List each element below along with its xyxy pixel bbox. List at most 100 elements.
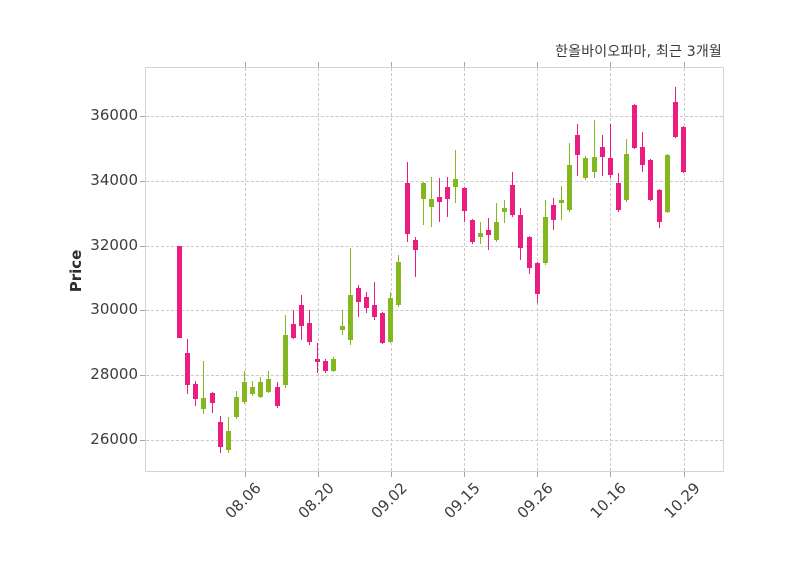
candle-body-up bbox=[624, 154, 630, 201]
candle-body-down bbox=[672, 102, 678, 137]
candle-body-up bbox=[347, 295, 353, 341]
candle-body-up bbox=[453, 178, 459, 188]
candle-body-up bbox=[233, 397, 239, 418]
candle-body-up bbox=[396, 262, 402, 306]
candle-wick-up bbox=[422, 181, 424, 226]
x-tick-label: 09.15 bbox=[440, 479, 484, 523]
candle-body-up bbox=[502, 208, 508, 213]
candle-body-down bbox=[632, 104, 638, 148]
y-tickmark bbox=[140, 115, 145, 117]
candle-body-down bbox=[217, 422, 223, 448]
candle-body-down bbox=[469, 219, 475, 243]
x-tickmark-bottom bbox=[317, 472, 319, 477]
x-tick-label: 09.26 bbox=[513, 479, 557, 523]
candle-body-down bbox=[526, 237, 532, 268]
x-gridline bbox=[244, 68, 246, 471]
candle-body-up bbox=[477, 232, 483, 238]
x-tick-label: 10.29 bbox=[660, 479, 704, 523]
x-gridline bbox=[610, 68, 612, 471]
candle-wick-up bbox=[455, 149, 457, 204]
y-gridline bbox=[146, 375, 723, 377]
candle-body-up bbox=[201, 397, 207, 409]
y-gridline bbox=[146, 180, 723, 182]
candle-body-down bbox=[307, 323, 313, 343]
candle-body-down bbox=[437, 196, 443, 202]
candle-body-down bbox=[648, 160, 654, 201]
y-axis-label: Price bbox=[67, 249, 85, 293]
candle-body-down bbox=[445, 187, 451, 199]
candle-wick-up bbox=[203, 360, 205, 414]
candle-wick-down bbox=[374, 282, 376, 321]
x-tickmark-top bbox=[244, 62, 246, 67]
candle-wick-down bbox=[609, 124, 611, 179]
candle-body-up bbox=[542, 217, 548, 264]
candle-body-down bbox=[599, 147, 605, 158]
x-tick-label: 08.20 bbox=[294, 479, 338, 523]
candle-wick-up bbox=[561, 186, 563, 221]
x-tickmark-bottom bbox=[537, 472, 539, 477]
x-tickmark-top bbox=[537, 62, 539, 67]
candle-body-down bbox=[681, 126, 686, 173]
candle-body-up bbox=[258, 382, 264, 398]
candle-wick-down bbox=[317, 343, 319, 374]
x-gridline bbox=[683, 68, 685, 471]
y-gridline bbox=[146, 245, 723, 247]
candle-body-down bbox=[298, 305, 304, 326]
x-tickmark-bottom bbox=[610, 472, 612, 477]
y-tickmark bbox=[140, 180, 145, 182]
candle-body-down bbox=[372, 305, 378, 318]
x-tick-label: 08.06 bbox=[221, 479, 265, 523]
y-tick-label: 36000 bbox=[90, 105, 138, 124]
candle-body-down bbox=[412, 240, 418, 251]
candle-body-down bbox=[177, 245, 182, 338]
candle-body-up bbox=[664, 155, 670, 213]
x-tickmark-top bbox=[610, 62, 612, 67]
y-tick-label: 34000 bbox=[90, 170, 138, 189]
y-gridline bbox=[146, 115, 723, 117]
candle-body-down bbox=[363, 297, 369, 309]
candle-body-up bbox=[567, 165, 573, 211]
x-gridline bbox=[464, 68, 466, 471]
candle-body-down bbox=[575, 135, 581, 156]
candle-body-down bbox=[640, 147, 646, 166]
candle-body-down bbox=[380, 313, 386, 344]
x-tickmark-top bbox=[464, 62, 466, 67]
candle-body-up bbox=[559, 200, 565, 204]
candle-wick-up bbox=[593, 119, 595, 179]
candle-body-down bbox=[185, 353, 191, 386]
y-tick-label: 30000 bbox=[90, 300, 138, 319]
candle-body-down bbox=[355, 288, 361, 303]
candle-body-up bbox=[250, 387, 256, 394]
candle-body-up bbox=[388, 298, 394, 343]
y-tick-label: 26000 bbox=[90, 429, 138, 448]
x-gridline bbox=[390, 68, 392, 471]
candle-body-down bbox=[404, 183, 410, 234]
chart-title: 한올바이오파마, 최근 3개월 bbox=[555, 44, 722, 60]
candle-body-down bbox=[615, 183, 621, 211]
candle-body-up bbox=[494, 222, 500, 241]
x-tickmark-bottom bbox=[464, 472, 466, 477]
candle-body-down bbox=[550, 205, 556, 221]
candle-wick-down bbox=[414, 237, 416, 278]
candle-body-down bbox=[290, 323, 296, 338]
y-tickmark bbox=[140, 310, 145, 312]
candle-body-up bbox=[420, 183, 426, 199]
candle-body-up bbox=[242, 382, 248, 403]
x-tickmark-bottom bbox=[244, 472, 246, 477]
candle-wick-up bbox=[341, 310, 343, 336]
candle-body-down bbox=[274, 387, 280, 406]
candle-body-up bbox=[591, 157, 597, 173]
candle-body-down bbox=[534, 262, 540, 294]
x-tickmark-top bbox=[683, 62, 685, 67]
candle-body-down bbox=[607, 158, 613, 176]
y-tickmark bbox=[140, 375, 145, 377]
candle-body-down bbox=[510, 185, 516, 216]
candle-body-down bbox=[323, 360, 329, 371]
candle-body-down bbox=[656, 190, 662, 223]
y-tickmark bbox=[140, 439, 145, 441]
candle-body-up bbox=[266, 378, 272, 393]
x-tick-label: 10.16 bbox=[586, 479, 631, 523]
x-tick-label: 09.02 bbox=[367, 479, 411, 523]
y-tick-label: 28000 bbox=[90, 365, 138, 384]
candle-body-up bbox=[339, 325, 345, 331]
